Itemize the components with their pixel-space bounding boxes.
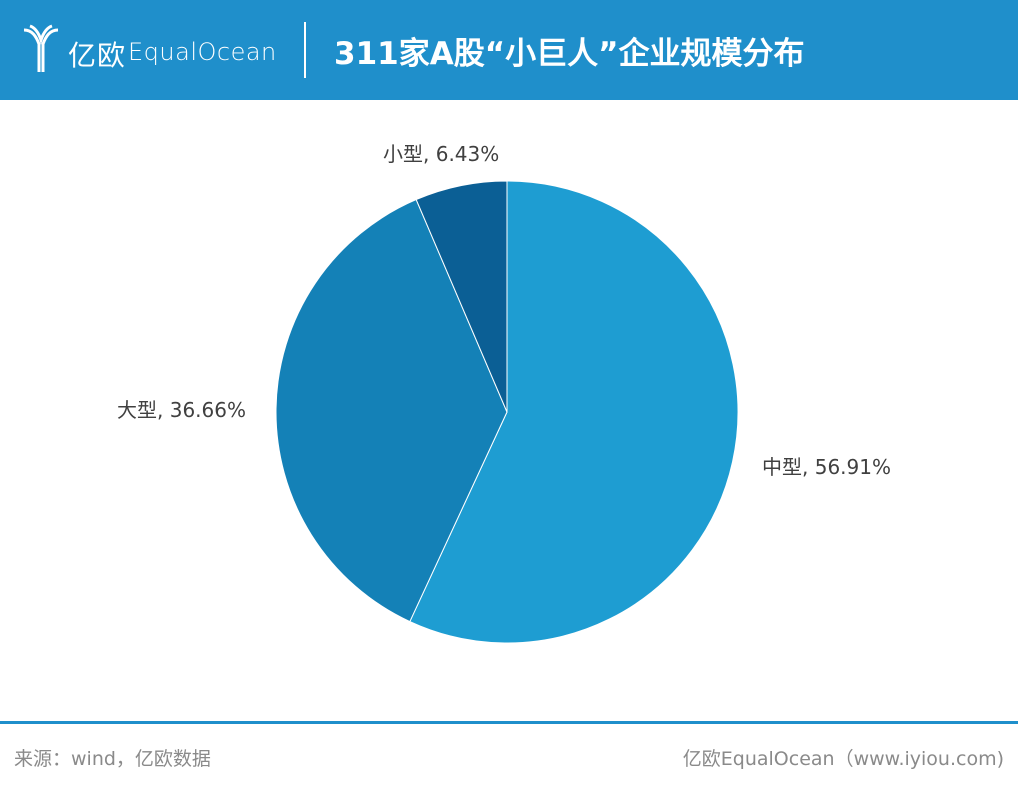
credit-note: 亿欧EqualOcean（www.iyiou.com) (682, 748, 1004, 770)
pie-slice-1 (275, 198, 508, 623)
source-note: 来源：wind，亿欧数据 (14, 748, 211, 770)
slice-label-0: 中型, 56.91% (762, 455, 891, 479)
header-divider (304, 22, 306, 78)
logo-text-cn: 亿欧 (68, 39, 127, 72)
chart-area: 中型, 56.91% 大型, 36.66% 小型, 6.43% (0, 100, 1018, 720)
pie-slice-0 (409, 180, 739, 644)
footer-divider (0, 721, 1018, 724)
chart-title: 311家A股“小巨人”企业规模分布 (334, 36, 805, 72)
equalocean-logo-icon (23, 24, 59, 72)
logo-text-en: EqualOcean (128, 38, 277, 66)
pie-chart (275, 180, 739, 644)
slice-label-2: 小型, 6.43% (383, 142, 500, 166)
slice-label-1: 大型, 36.66% (117, 398, 246, 422)
equalocean-logo: 亿欧 EqualOcean (22, 20, 292, 78)
pie-slice-2 (415, 180, 508, 413)
header-banner: 亿欧 EqualOcean 311家A股“小巨人”企业规模分布 (0, 0, 1018, 100)
